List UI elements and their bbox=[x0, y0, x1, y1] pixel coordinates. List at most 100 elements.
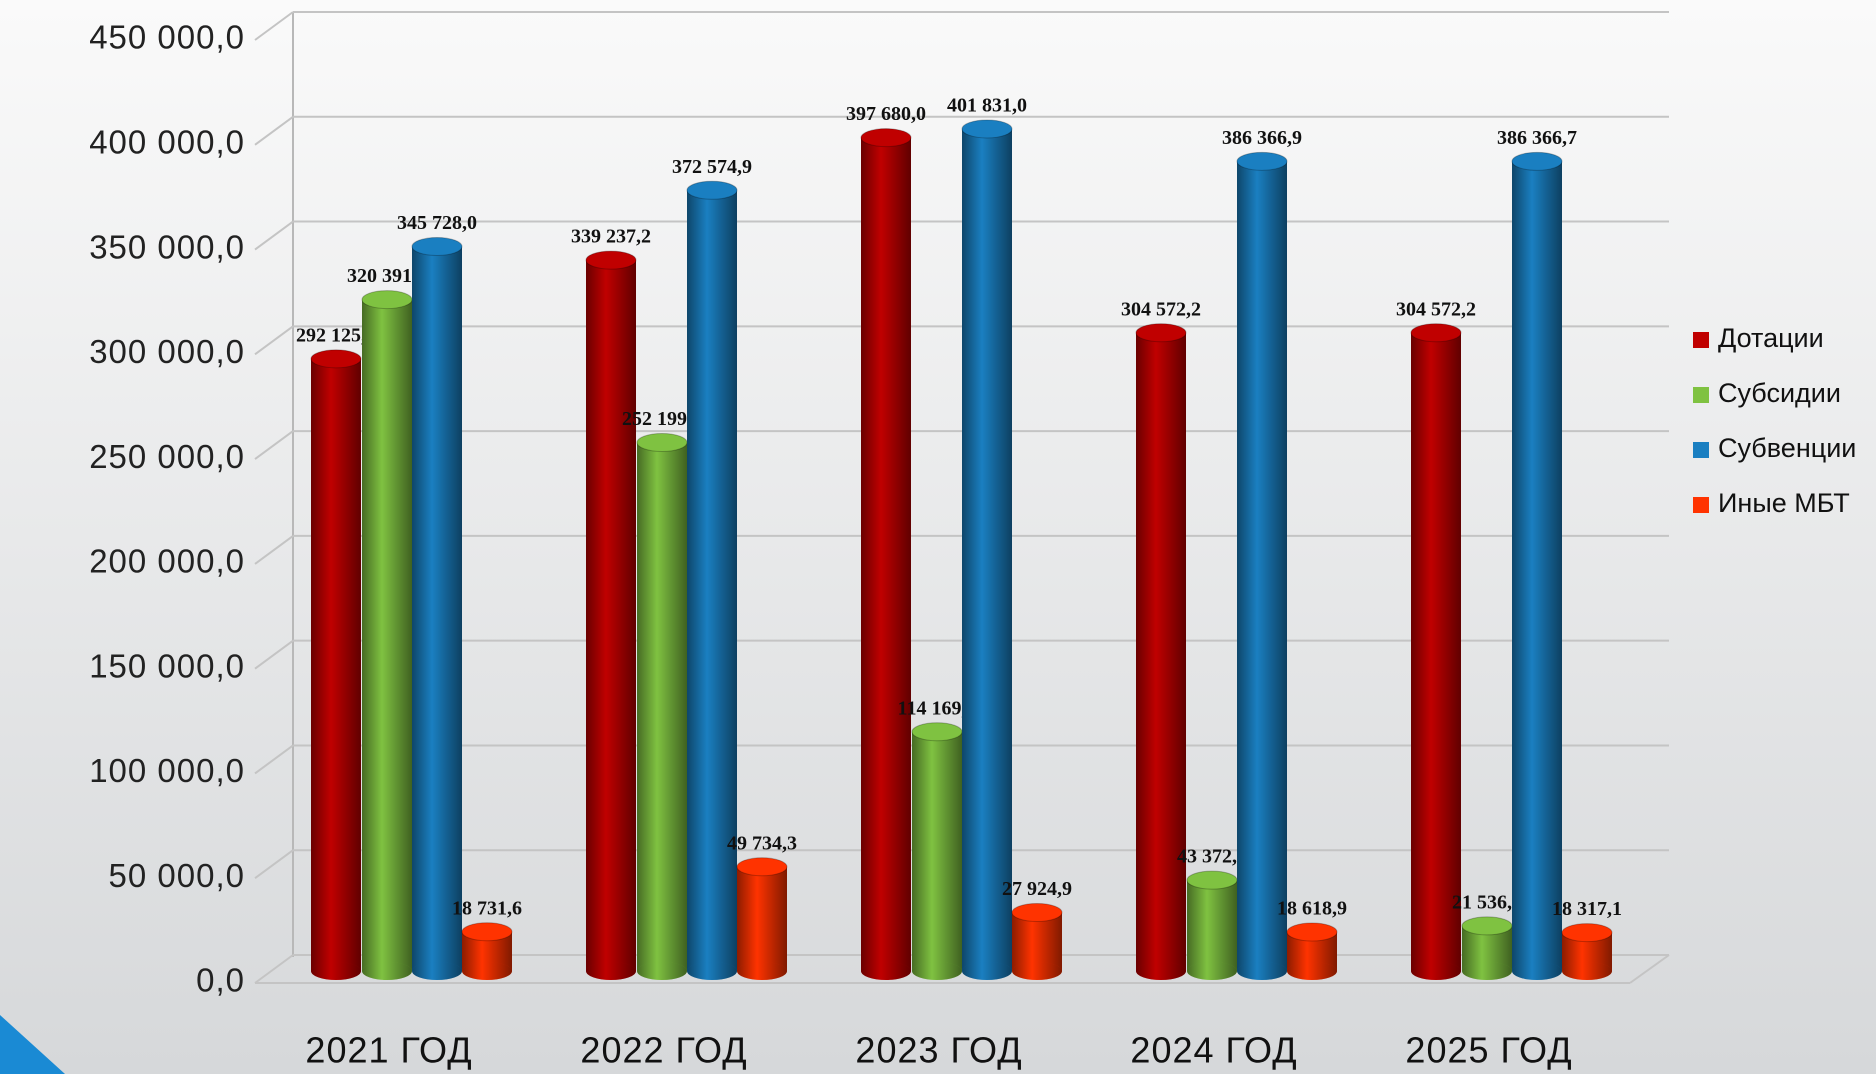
value-label: 114 169,7 bbox=[898, 697, 977, 719]
bar-cap bbox=[736, 857, 788, 877]
grid-line bbox=[254, 954, 294, 984]
bar-bottom-shade bbox=[462, 962, 512, 980]
grid-line bbox=[254, 115, 294, 146]
value-label: 339 237,2 bbox=[571, 226, 651, 248]
grid-line bbox=[254, 849, 294, 880]
x-tick-label: 2023 ГОД bbox=[855, 1030, 1022, 1071]
legend-swatch bbox=[1693, 387, 1709, 403]
y-tick-label: 400 000,0 bbox=[89, 123, 245, 160]
bar-shade bbox=[362, 299, 412, 971]
bar-bottom-shade bbox=[1562, 962, 1612, 980]
bar-cap bbox=[1011, 902, 1063, 922]
bar-bottom-shade bbox=[912, 962, 962, 980]
value-label: 18 317,1 bbox=[1552, 898, 1622, 920]
legend-label: Субвенции bbox=[1718, 433, 1856, 463]
legend-swatch bbox=[1693, 332, 1709, 348]
bar-shade bbox=[1512, 161, 1562, 972]
bar-cap bbox=[1135, 323, 1187, 343]
bar-cap bbox=[1286, 922, 1338, 942]
bar-bottom-shade bbox=[1136, 962, 1186, 980]
bar-shade bbox=[1136, 332, 1186, 971]
bar-cap bbox=[636, 433, 688, 453]
y-tick-label: 450 000,0 bbox=[89, 19, 245, 56]
corner-decoration bbox=[0, 1015, 65, 1074]
value-label: 252 199,8 bbox=[622, 408, 702, 430]
grid-line bbox=[254, 220, 294, 251]
bar-cap bbox=[1511, 151, 1563, 171]
bar-shade bbox=[687, 190, 737, 971]
grid-line bbox=[254, 325, 294, 356]
bar-shade bbox=[861, 137, 911, 971]
bar-cap bbox=[1461, 916, 1513, 936]
legend-swatch bbox=[1693, 442, 1709, 458]
bar-bottom-shade bbox=[1287, 962, 1337, 980]
value-label: 397 680,0 bbox=[846, 103, 926, 125]
x-tick-label: 2025 ГОД bbox=[1405, 1030, 1572, 1071]
bar-bottom-shade bbox=[362, 962, 412, 980]
grid-line bbox=[254, 639, 294, 670]
bar-cap bbox=[911, 722, 963, 742]
bar-shade bbox=[412, 246, 462, 972]
bar-bottom-shade bbox=[962, 962, 1012, 980]
legend-label: Субсидии bbox=[1718, 378, 1841, 408]
bar-bottom-shade bbox=[737, 962, 787, 980]
y-tick-label: 200 000,0 bbox=[89, 543, 245, 580]
y-tick-label: 50 000,0 bbox=[109, 857, 245, 894]
bar-cap bbox=[361, 290, 413, 310]
bar-shade bbox=[737, 866, 787, 971]
value-label: 21 536,4 bbox=[1452, 891, 1522, 913]
value-label: 27 924,9 bbox=[1002, 878, 1072, 900]
value-label: 18 731,6 bbox=[452, 897, 522, 919]
bar-cap bbox=[585, 250, 637, 270]
bar-shade bbox=[311, 358, 361, 972]
floor-line bbox=[1629, 954, 1670, 984]
bar-bottom-shade bbox=[687, 962, 737, 980]
y-tick-label: 300 000,0 bbox=[89, 333, 245, 370]
bar-cap bbox=[1186, 870, 1238, 890]
bar-bottom-shade bbox=[1237, 962, 1287, 980]
bar-cap bbox=[310, 349, 362, 369]
bar-shade bbox=[912, 731, 962, 971]
value-label: 304 572,2 bbox=[1396, 298, 1476, 320]
bar-cap bbox=[461, 922, 513, 942]
bar-bottom-shade bbox=[586, 962, 636, 980]
bar-bottom-shade bbox=[412, 962, 462, 980]
legend-label: Дотации bbox=[1718, 323, 1824, 353]
x-tick-label: 2024 ГОД bbox=[1130, 1030, 1297, 1071]
grid-line bbox=[254, 11, 294, 41]
bar-bottom-shade bbox=[1187, 962, 1237, 980]
y-tick-label: 250 000,0 bbox=[89, 438, 245, 475]
bar-cap bbox=[1236, 151, 1288, 171]
bar-bottom-shade bbox=[1512, 962, 1562, 980]
bar-cap bbox=[1561, 923, 1613, 943]
bar-cap bbox=[860, 128, 912, 148]
grid-line bbox=[254, 430, 294, 460]
value-label: 386 366,9 bbox=[1222, 127, 1302, 149]
grid-line bbox=[254, 744, 294, 775]
bar-cap bbox=[411, 237, 463, 257]
y-tick-label: 0,0 bbox=[196, 962, 245, 999]
bar-bottom-shade bbox=[1411, 962, 1461, 980]
bar-shade bbox=[962, 128, 1012, 972]
legend-label: Иные МБТ bbox=[1718, 488, 1850, 518]
y-tick-label: 150 000,0 bbox=[89, 647, 245, 684]
bar-shade bbox=[586, 260, 636, 971]
bar-bottom-shade bbox=[1462, 962, 1512, 980]
value-label: 320 391,8 bbox=[347, 265, 427, 287]
bar-shade bbox=[1187, 880, 1237, 971]
bar-bottom-shade bbox=[311, 962, 361, 980]
value-label: 18 618,9 bbox=[1277, 898, 1347, 920]
value-label: 49 734,3 bbox=[727, 832, 797, 854]
bar-bottom-shade bbox=[1012, 962, 1062, 980]
value-label: 345 728,0 bbox=[397, 212, 477, 234]
legend-swatch bbox=[1693, 497, 1709, 513]
grid-line bbox=[254, 535, 294, 565]
bar-bottom-shade bbox=[861, 962, 911, 980]
bar-shade bbox=[1411, 332, 1461, 971]
bar-bottom-shade bbox=[637, 962, 687, 980]
bar-shade bbox=[1237, 161, 1287, 972]
y-tick-label: 350 000,0 bbox=[89, 228, 245, 265]
x-tick-label: 2022 ГОД bbox=[580, 1030, 747, 1071]
bar-cap bbox=[961, 119, 1013, 139]
